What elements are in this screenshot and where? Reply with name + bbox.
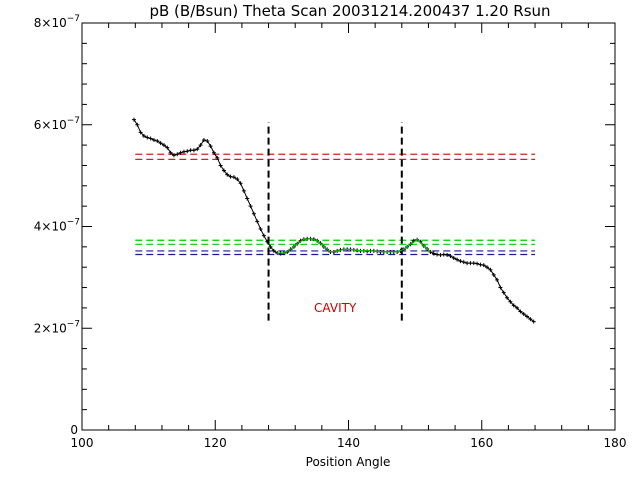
x-tick-label: 140 (337, 436, 360, 450)
data-point (498, 285, 503, 290)
data-point (441, 252, 446, 257)
data-point (181, 149, 186, 154)
data-point (261, 233, 266, 238)
data-point (428, 249, 433, 254)
data-point (201, 138, 206, 143)
data-point (505, 295, 510, 300)
data-point (488, 267, 493, 272)
data-point (525, 314, 530, 319)
data-point (515, 305, 520, 310)
data-point (255, 219, 260, 224)
y-tick-label: 0 (70, 423, 78, 437)
data-point (171, 153, 176, 158)
data-point (495, 277, 500, 282)
data-point (478, 262, 483, 267)
data-point (191, 148, 196, 153)
data-point (268, 244, 273, 249)
x-tick-label: 160 (470, 436, 493, 450)
data-point (448, 254, 453, 259)
data-point (518, 309, 523, 314)
y-tick-label: 4×10−7 (34, 218, 80, 234)
data-point (508, 299, 513, 304)
data-point (475, 261, 480, 266)
fit-curve (277, 238, 431, 254)
data-point (138, 130, 143, 135)
reference-lines (135, 153, 536, 256)
data-point (238, 181, 243, 186)
data-point (258, 227, 263, 232)
cavity-boundaries (267, 122, 403, 321)
axes (81, 22, 616, 431)
y-tick-label: 2×10−7 (34, 319, 80, 335)
data-point (151, 138, 156, 143)
data-point (221, 168, 226, 173)
data-point (445, 252, 450, 257)
cavity-label: CAVITY (314, 301, 357, 315)
data-point (208, 144, 213, 149)
data-point (245, 196, 250, 201)
data-point (135, 122, 140, 127)
tick-labels: 100 120 140 160 180 0 2×10−7 4×10−7 6×10−7 8×10−7 (34, 14, 627, 450)
x-axis-label: Position Angle (306, 455, 391, 469)
data-point (228, 174, 233, 179)
data-point (225, 172, 230, 177)
data-point (195, 147, 200, 152)
data-point (185, 149, 190, 154)
data-point (178, 150, 183, 155)
data-point (175, 152, 180, 157)
data-point (161, 143, 166, 148)
plot-frame (81, 22, 616, 431)
data-point (485, 265, 490, 270)
x-tick-label: 100 (71, 436, 94, 450)
data-point (235, 177, 240, 182)
data-point (271, 248, 276, 253)
data-point (231, 175, 236, 180)
data-point (265, 239, 270, 244)
data-point (521, 312, 526, 317)
data-point (131, 117, 136, 122)
data-point (438, 252, 443, 257)
data-point (458, 259, 463, 264)
data-point (148, 136, 153, 141)
data-point (431, 251, 436, 256)
data-point (461, 260, 466, 265)
data-point (165, 145, 170, 150)
data-point (481, 263, 486, 268)
data-series (131, 117, 536, 324)
data-point (528, 317, 533, 322)
annotations: CAVITY (314, 301, 357, 315)
data-point (145, 135, 150, 140)
data-point (211, 150, 216, 155)
data-point (141, 133, 146, 138)
data-point (155, 139, 160, 144)
data-point (251, 211, 256, 216)
x-tick-label: 120 (204, 436, 227, 450)
data-point (198, 143, 203, 148)
data-point (218, 163, 223, 168)
data-point (435, 252, 440, 257)
data-point (215, 155, 220, 160)
data-point (455, 257, 460, 262)
data-point (241, 188, 246, 193)
y-tick-label: 6×10−7 (34, 116, 80, 132)
data-point (501, 290, 506, 295)
data-point (168, 150, 173, 155)
data-point (158, 141, 163, 146)
data-point (451, 256, 456, 261)
chart-title: pB (B/Bsun) Theta Scan 20031214.200437 1… (149, 2, 550, 20)
data-point (531, 319, 536, 324)
data-point (248, 204, 253, 209)
data-point (491, 272, 496, 277)
data-point (511, 303, 516, 308)
data-point (471, 261, 476, 266)
y-tick-label: 8×10−7 (34, 14, 80, 30)
data-point (205, 139, 210, 144)
x-tick-label: 180 (604, 436, 627, 450)
